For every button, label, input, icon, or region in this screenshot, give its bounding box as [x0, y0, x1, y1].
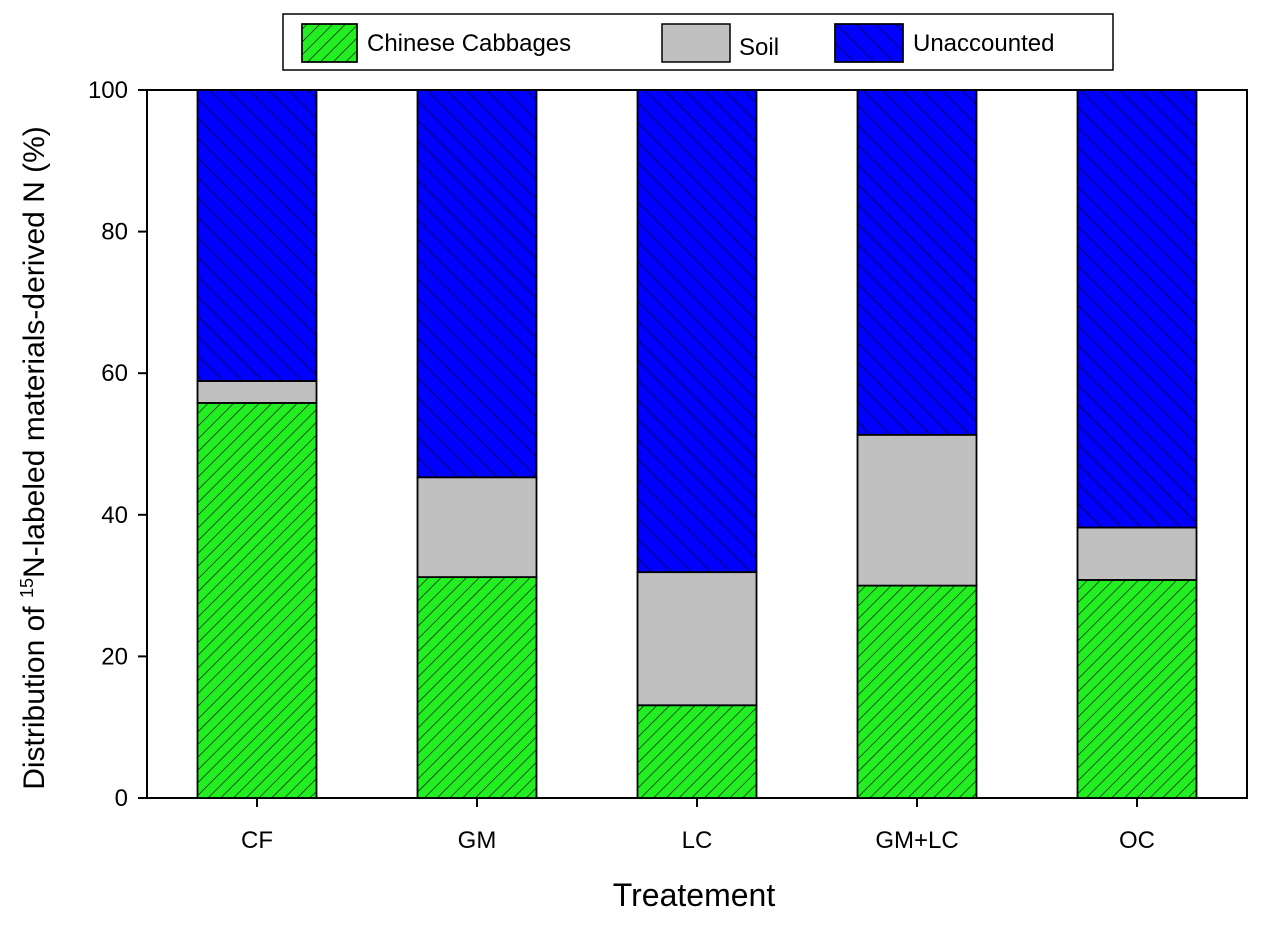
legend-item-chinese-cabbages: Chinese Cabbages — [301, 23, 571, 63]
x-tick-label-cf: CF — [241, 827, 273, 854]
bar-cf-chinese-cabbages-hatch — [197, 402, 317, 798]
legend-item-soil: Soil — [661, 23, 779, 63]
bars-group — [196, 89, 1198, 799]
y-tick-label-40: 40 — [101, 502, 128, 529]
bar-gm-chinese-cabbages-hatch — [417, 577, 537, 798]
bar-lc-unaccounted-outline — [636, 89, 758, 574]
bar-cf-soil — [197, 380, 317, 403]
y-axis-title: Distribution of 15N-labeled materials-de… — [17, 126, 51, 790]
y-axis: 0 20 40 60 80 100 — [88, 77, 147, 812]
legend-swatch-chinese-cabbages-hatch — [301, 23, 358, 63]
bar-oc-unaccounted-outline — [1076, 89, 1198, 529]
y-axis-title-superscript: 15 — [17, 578, 37, 598]
x-tick-label-gm-lc: GM+LC — [875, 827, 958, 854]
bar-gm-soil — [417, 477, 537, 578]
y-tick-label-60: 60 — [101, 360, 128, 387]
bar-gm-lc-unaccounted-outline — [856, 89, 978, 436]
bar-gm-unaccounted-hatch — [417, 90, 537, 478]
y-tick-label-20: 20 — [101, 643, 128, 670]
bar-gm-unaccounted-outline — [416, 89, 538, 479]
legend-label-unaccounted: Unaccounted — [913, 30, 1054, 57]
bar-gm-lc-chinese-cabbages-hatch — [857, 585, 977, 798]
x-tick-label-lc: LC — [682, 827, 713, 854]
legend-label-chinese-cabbages: Chinese Cabbages — [367, 30, 571, 57]
y-axis-title-suffix: N-labeled materials-derived N (%) — [18, 126, 51, 578]
bar-cf-unaccounted-outline — [196, 89, 318, 382]
bar-oc-soil — [1077, 527, 1197, 580]
bar-gm-lc-soil — [857, 434, 977, 586]
bar-lc-soil — [637, 572, 757, 706]
legend-swatch-soil — [661, 23, 731, 63]
bar-oc-chinese-cabbages-hatch — [1077, 579, 1197, 798]
bar-gm-lc-unaccounted-hatch — [857, 90, 977, 435]
legend: Chinese Cabbages Soil Unaccounted — [282, 13, 1114, 71]
legend-label-soil: Soil — [739, 34, 779, 61]
bar-lc-chinese-cabbages-hatch — [637, 705, 757, 798]
legend-item-unaccounted: Unaccounted — [834, 23, 1054, 63]
x-axis: CF GM LC GM+LC OC — [241, 798, 1155, 854]
x-tick-label-gm: GM — [458, 827, 497, 854]
y-tick-label-80: 80 — [101, 219, 128, 246]
y-tick-label-0: 0 — [115, 785, 128, 812]
y-axis-title-prefix: Distribution of — [18, 598, 51, 790]
x-tick-label-oc: OC — [1119, 827, 1155, 854]
bar-oc-unaccounted-hatch — [1077, 90, 1197, 528]
y-tick-label-100: 100 — [88, 77, 128, 104]
legend-swatch-unaccounted-hatch — [834, 23, 904, 63]
x-axis-title: Treatement — [613, 877, 776, 913]
bar-cf-unaccounted-hatch — [197, 90, 317, 381]
bar-lc-unaccounted-hatch — [637, 90, 757, 573]
